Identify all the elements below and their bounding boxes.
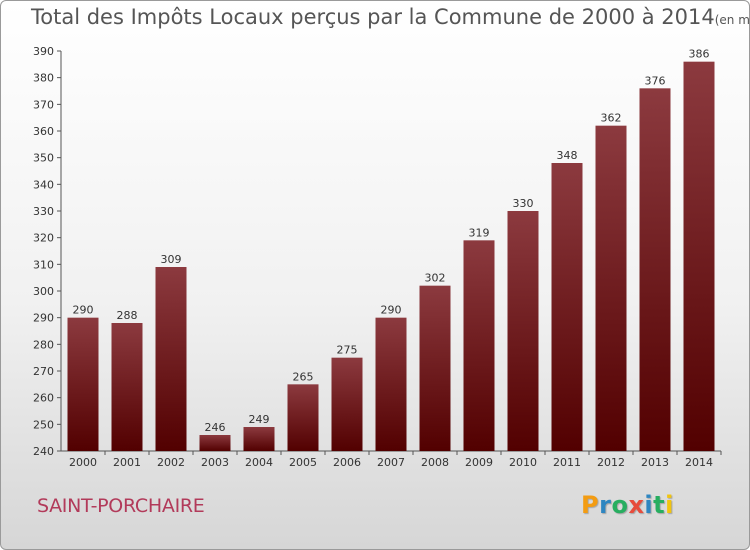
bar (331, 357, 363, 451)
x-tick-label: 2003 (201, 456, 229, 469)
bar-value-label: 362 (601, 112, 622, 125)
x-tick-label: 2001 (113, 456, 141, 469)
logo-letter: P (581, 491, 600, 519)
x-tick-label: 2012 (597, 456, 625, 469)
bar-value-label: 376 (645, 74, 666, 87)
bar-value-label: 330 (513, 197, 534, 210)
y-tick-label: 280 (33, 338, 54, 351)
bar (507, 211, 539, 451)
chart-data-labels: 290 288 309 246 249 265 275 290 302 319 330 348 362 3… (73, 48, 710, 434)
bar (199, 435, 231, 451)
y-tick-label: 390 (33, 45, 54, 58)
bar-value-label: 348 (557, 149, 578, 162)
x-tick-label: 2006 (333, 456, 361, 469)
bar (287, 384, 319, 451)
y-tick-label: 310 (33, 258, 54, 271)
bar (67, 317, 99, 451)
bar-value-label: 290 (381, 304, 402, 317)
x-tick-label: 2010 (509, 456, 537, 469)
y-tick-label: 300 (33, 285, 54, 298)
logo-letter: x (628, 491, 645, 519)
chart-bars (67, 61, 715, 452)
bar-value-label: 302 (425, 272, 446, 285)
y-tick-label: 250 (33, 418, 54, 431)
y-tick-label: 330 (33, 205, 54, 218)
bar (375, 317, 407, 451)
y-tick-label: 380 (33, 72, 54, 85)
bar (595, 125, 627, 452)
x-tick-label: 2005 (289, 456, 317, 469)
bar (683, 61, 715, 452)
bar-value-label: 309 (161, 253, 182, 266)
chart-title: Total des Impôts Locaux perçus par la Co… (31, 5, 750, 29)
bar (155, 267, 187, 451)
y-tick-label: 340 (33, 178, 54, 191)
bar (419, 285, 451, 451)
bar (243, 427, 275, 451)
bar-value-label: 249 (249, 413, 270, 426)
x-tick-label: 2007 (377, 456, 405, 469)
x-tick-label: 2014 (685, 456, 713, 469)
proxiti-logo: Proxiti (581, 491, 674, 519)
bar-value-label: 290 (73, 304, 94, 317)
chart-title-unit: (en milliers d'€) (714, 13, 750, 27)
bar-value-label: 288 (117, 309, 138, 322)
y-tick-label: 240 (33, 445, 54, 458)
x-tick-label: 2013 (641, 456, 669, 469)
bar (111, 323, 143, 451)
x-tick-label: 2008 (421, 456, 449, 469)
logo-letter: t (653, 491, 666, 519)
bar-value-label: 246 (205, 421, 226, 434)
x-tick-label: 2000 (69, 456, 97, 469)
y-tick-label: 320 (33, 232, 54, 245)
bar-value-label: 275 (337, 344, 358, 357)
y-tick-label: 350 (33, 152, 54, 165)
y-tick-label: 370 (33, 98, 54, 111)
y-tick-label: 260 (33, 392, 54, 405)
logo-letter: i (665, 491, 674, 519)
bar (639, 88, 671, 451)
chart-title-main: Total des Impôts Locaux perçus par la Co… (31, 5, 715, 29)
x-tick-label: 2011 (553, 456, 581, 469)
x-tick-label: 2009 (465, 456, 493, 469)
bar (551, 163, 583, 451)
x-tick-label: 2004 (245, 456, 273, 469)
logo-letter: o (611, 491, 629, 519)
y-tick-label: 290 (33, 312, 54, 325)
bar-value-label: 319 (469, 226, 490, 239)
bar-value-label: 386 (689, 48, 710, 61)
y-tick-label: 270 (33, 365, 54, 378)
x-tick-label: 2002 (157, 456, 185, 469)
y-tick-label: 360 (33, 125, 54, 138)
bar (463, 240, 495, 451)
logo-letter: i (644, 491, 654, 519)
bar-value-label: 265 (293, 370, 314, 383)
commune-name: SAINT-PORCHAIRE (37, 495, 205, 517)
logo-letter: r (599, 491, 612, 519)
chart-axes: 240 250 260 270 280 290 300 310 320 330 340 350 360 3… (33, 45, 722, 469)
